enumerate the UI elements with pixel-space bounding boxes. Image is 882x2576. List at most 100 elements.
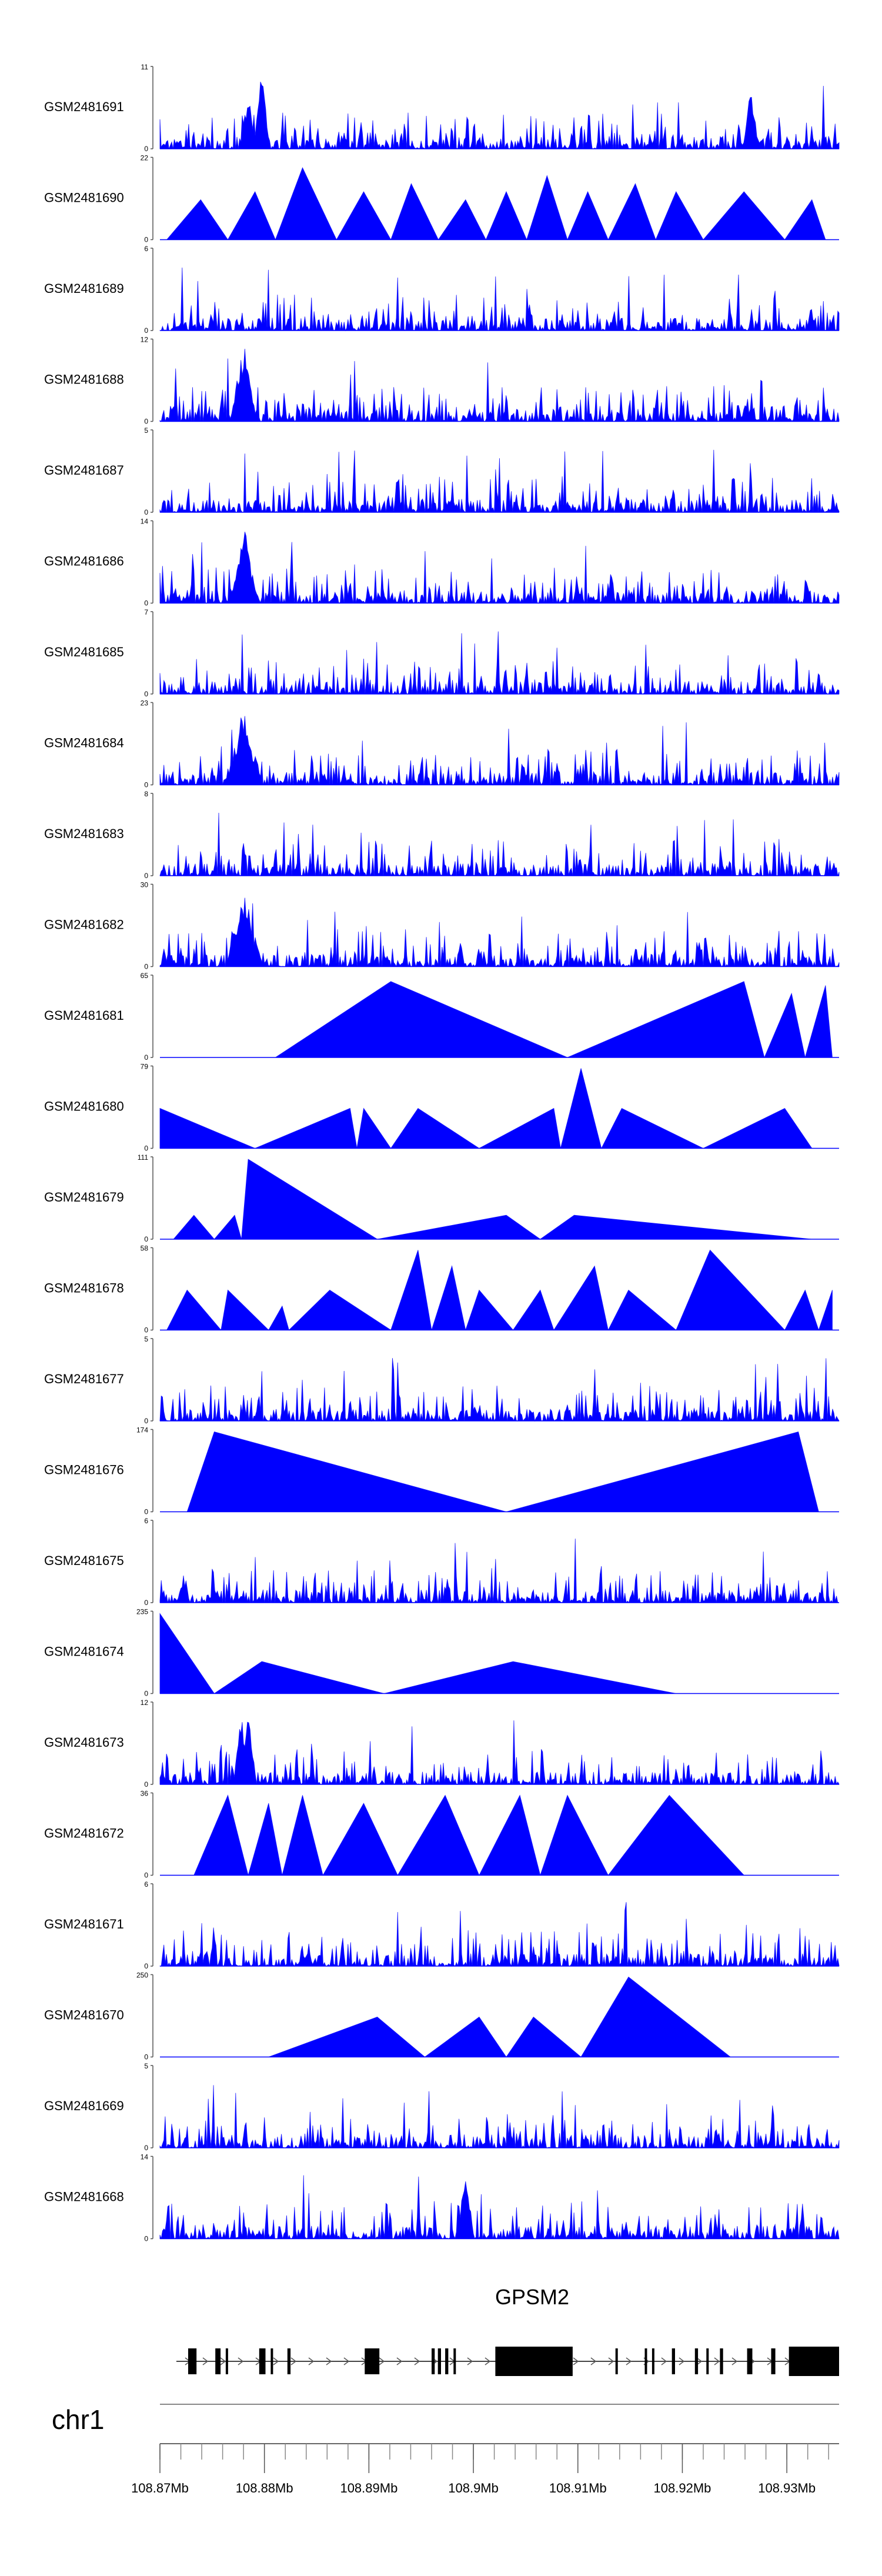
y-min-label: 0 (144, 1871, 148, 1880)
exon (453, 2348, 456, 2374)
exon (652, 2348, 654, 2374)
track-GSM2481690: GSM2481690 22 0 (44, 154, 839, 244)
coverage-area (159, 812, 840, 877)
strand-arrow (608, 2357, 614, 2365)
y-max-label: 6 (144, 245, 148, 253)
strand-arrow (714, 2357, 720, 2365)
track-GSM2481672: GSM2481672 36 0 (44, 1790, 839, 1880)
exon (287, 2348, 291, 2374)
track-GSM2481679: GSM2481679 111 0 (44, 1153, 839, 1243)
y-min-label: 0 (144, 1326, 148, 1334)
y-max-label: 111 (138, 1153, 149, 1162)
strand-arrow (326, 2357, 332, 2365)
exon (437, 2348, 441, 2374)
track-GSM2481674: GSM2481674 235 0 (44, 1608, 839, 1698)
track-GSM2481677: GSM2481677 5 0 (44, 1335, 840, 1425)
y-max-label: 12 (141, 336, 149, 344)
coverage-area (159, 631, 840, 695)
y-min-label: 0 (144, 1780, 148, 1788)
track-label: GSM2481679 (44, 1190, 124, 1204)
data-tracks: GSM2481691110GSM2481690220GSM248168960GS… (44, 63, 840, 2243)
y-max-label: 79 (141, 1063, 149, 1071)
exon (771, 2348, 776, 2374)
coverage-area (159, 532, 840, 604)
y-min-label: 0 (144, 2235, 148, 2243)
strand-arrow (626, 2357, 632, 2365)
track-label: GSM2481685 (44, 645, 124, 659)
strand-arrow (696, 2357, 703, 2365)
exon (747, 2348, 753, 2374)
track-label: GSM2481680 (44, 1099, 124, 1114)
exon (694, 2348, 699, 2374)
track-label: GSM2481678 (44, 1281, 124, 1296)
y-max-label: 23 (141, 699, 149, 708)
y-max-label: 5 (144, 1335, 148, 1343)
track-label: GSM2481676 (44, 1463, 124, 1477)
track-GSM2481682: GSM2481682 30 0 (44, 881, 840, 971)
track-GSM2481683: GSM2481683 8 0 (44, 790, 840, 880)
track-GSM2481669: GSM2481669 5 0 (44, 2062, 840, 2152)
track-label: GSM2481690 (44, 191, 124, 205)
coverage-area (159, 1068, 813, 1149)
track-label: GSM2481672 (44, 1826, 124, 1841)
y-min-label: 0 (144, 963, 148, 971)
track-GSM2481680: GSM2481680 79 0 (44, 1063, 839, 1153)
track-label: GSM2481688 (44, 372, 124, 387)
y-max-label: 5 (144, 426, 148, 435)
y-min-label: 0 (144, 1508, 148, 1516)
tick-label: 108.91Mb (549, 2481, 607, 2495)
exon (522, 2348, 525, 2374)
track-label: GSM2481673 (44, 1735, 124, 1750)
exon (188, 2348, 197, 2374)
track-GSM2481681: GSM2481681 65 0 (44, 972, 839, 1062)
strand-arrow (414, 2357, 420, 2365)
strand-arrow (220, 2357, 226, 2365)
strand-arrow (679, 2357, 685, 2365)
y-min-label: 0 (144, 872, 148, 880)
track-GSM2481685: GSM2481685 7 0 (44, 608, 840, 698)
coverage-area (275, 981, 833, 1058)
exon (789, 2347, 839, 2376)
y-max-label: 11 (141, 63, 149, 71)
strand-arrow (308, 2357, 315, 2365)
strand-arrow (573, 2357, 579, 2365)
y-max-label: 14 (141, 518, 149, 526)
track-GSM2481686: GSM2481686 14 0 (44, 518, 840, 608)
exon (720, 2348, 723, 2374)
y-min-label: 0 (144, 1599, 148, 1607)
y-min-label: 0 (144, 1053, 148, 1062)
y-max-label: 58 (141, 1244, 149, 1253)
y-max-label: 8 (144, 790, 148, 798)
coverage-area (159, 449, 840, 513)
exon (225, 2348, 228, 2374)
coverage-area (159, 349, 840, 422)
track-label: GSM2481689 (44, 281, 124, 296)
y-max-label: 6 (144, 1880, 148, 1888)
strand-arrow (396, 2357, 403, 2365)
exon (445, 2348, 449, 2374)
coverage-area (159, 1539, 840, 1604)
track-label: GSM2481671 (44, 1917, 124, 1931)
track-GSM2481668: GSM2481668 14 0 (44, 2153, 840, 2243)
track-GSM2481670: GSM2481670 250 0 (44, 1971, 839, 2061)
y-max-label: 7 (144, 608, 148, 616)
y-max-label: 30 (141, 881, 149, 889)
y-max-label: 5 (144, 2062, 148, 2070)
coverage-area (193, 1794, 745, 1876)
exon (532, 2348, 534, 2374)
y-max-label: 6 (144, 1517, 148, 1525)
y-max-label: 22 (141, 154, 149, 162)
track-label: GSM2481669 (44, 2098, 124, 2113)
track-GSM2481673: GSM2481673 12 0 (44, 1699, 840, 1788)
tick-label: 108.93Mb (758, 2481, 816, 2495)
track-label: GSM2481682 (44, 917, 124, 932)
y-min-label: 0 (144, 690, 148, 698)
coverage-area (159, 2085, 840, 2149)
coverage-area (159, 1902, 840, 1967)
y-max-label: 174 (136, 1426, 148, 1434)
track-GSM2481676: GSM2481676 174 0 (44, 1426, 839, 1516)
y-min-label: 0 (144, 1690, 148, 1698)
strand-arrow (661, 2357, 667, 2365)
y-min-label: 0 (144, 418, 148, 426)
